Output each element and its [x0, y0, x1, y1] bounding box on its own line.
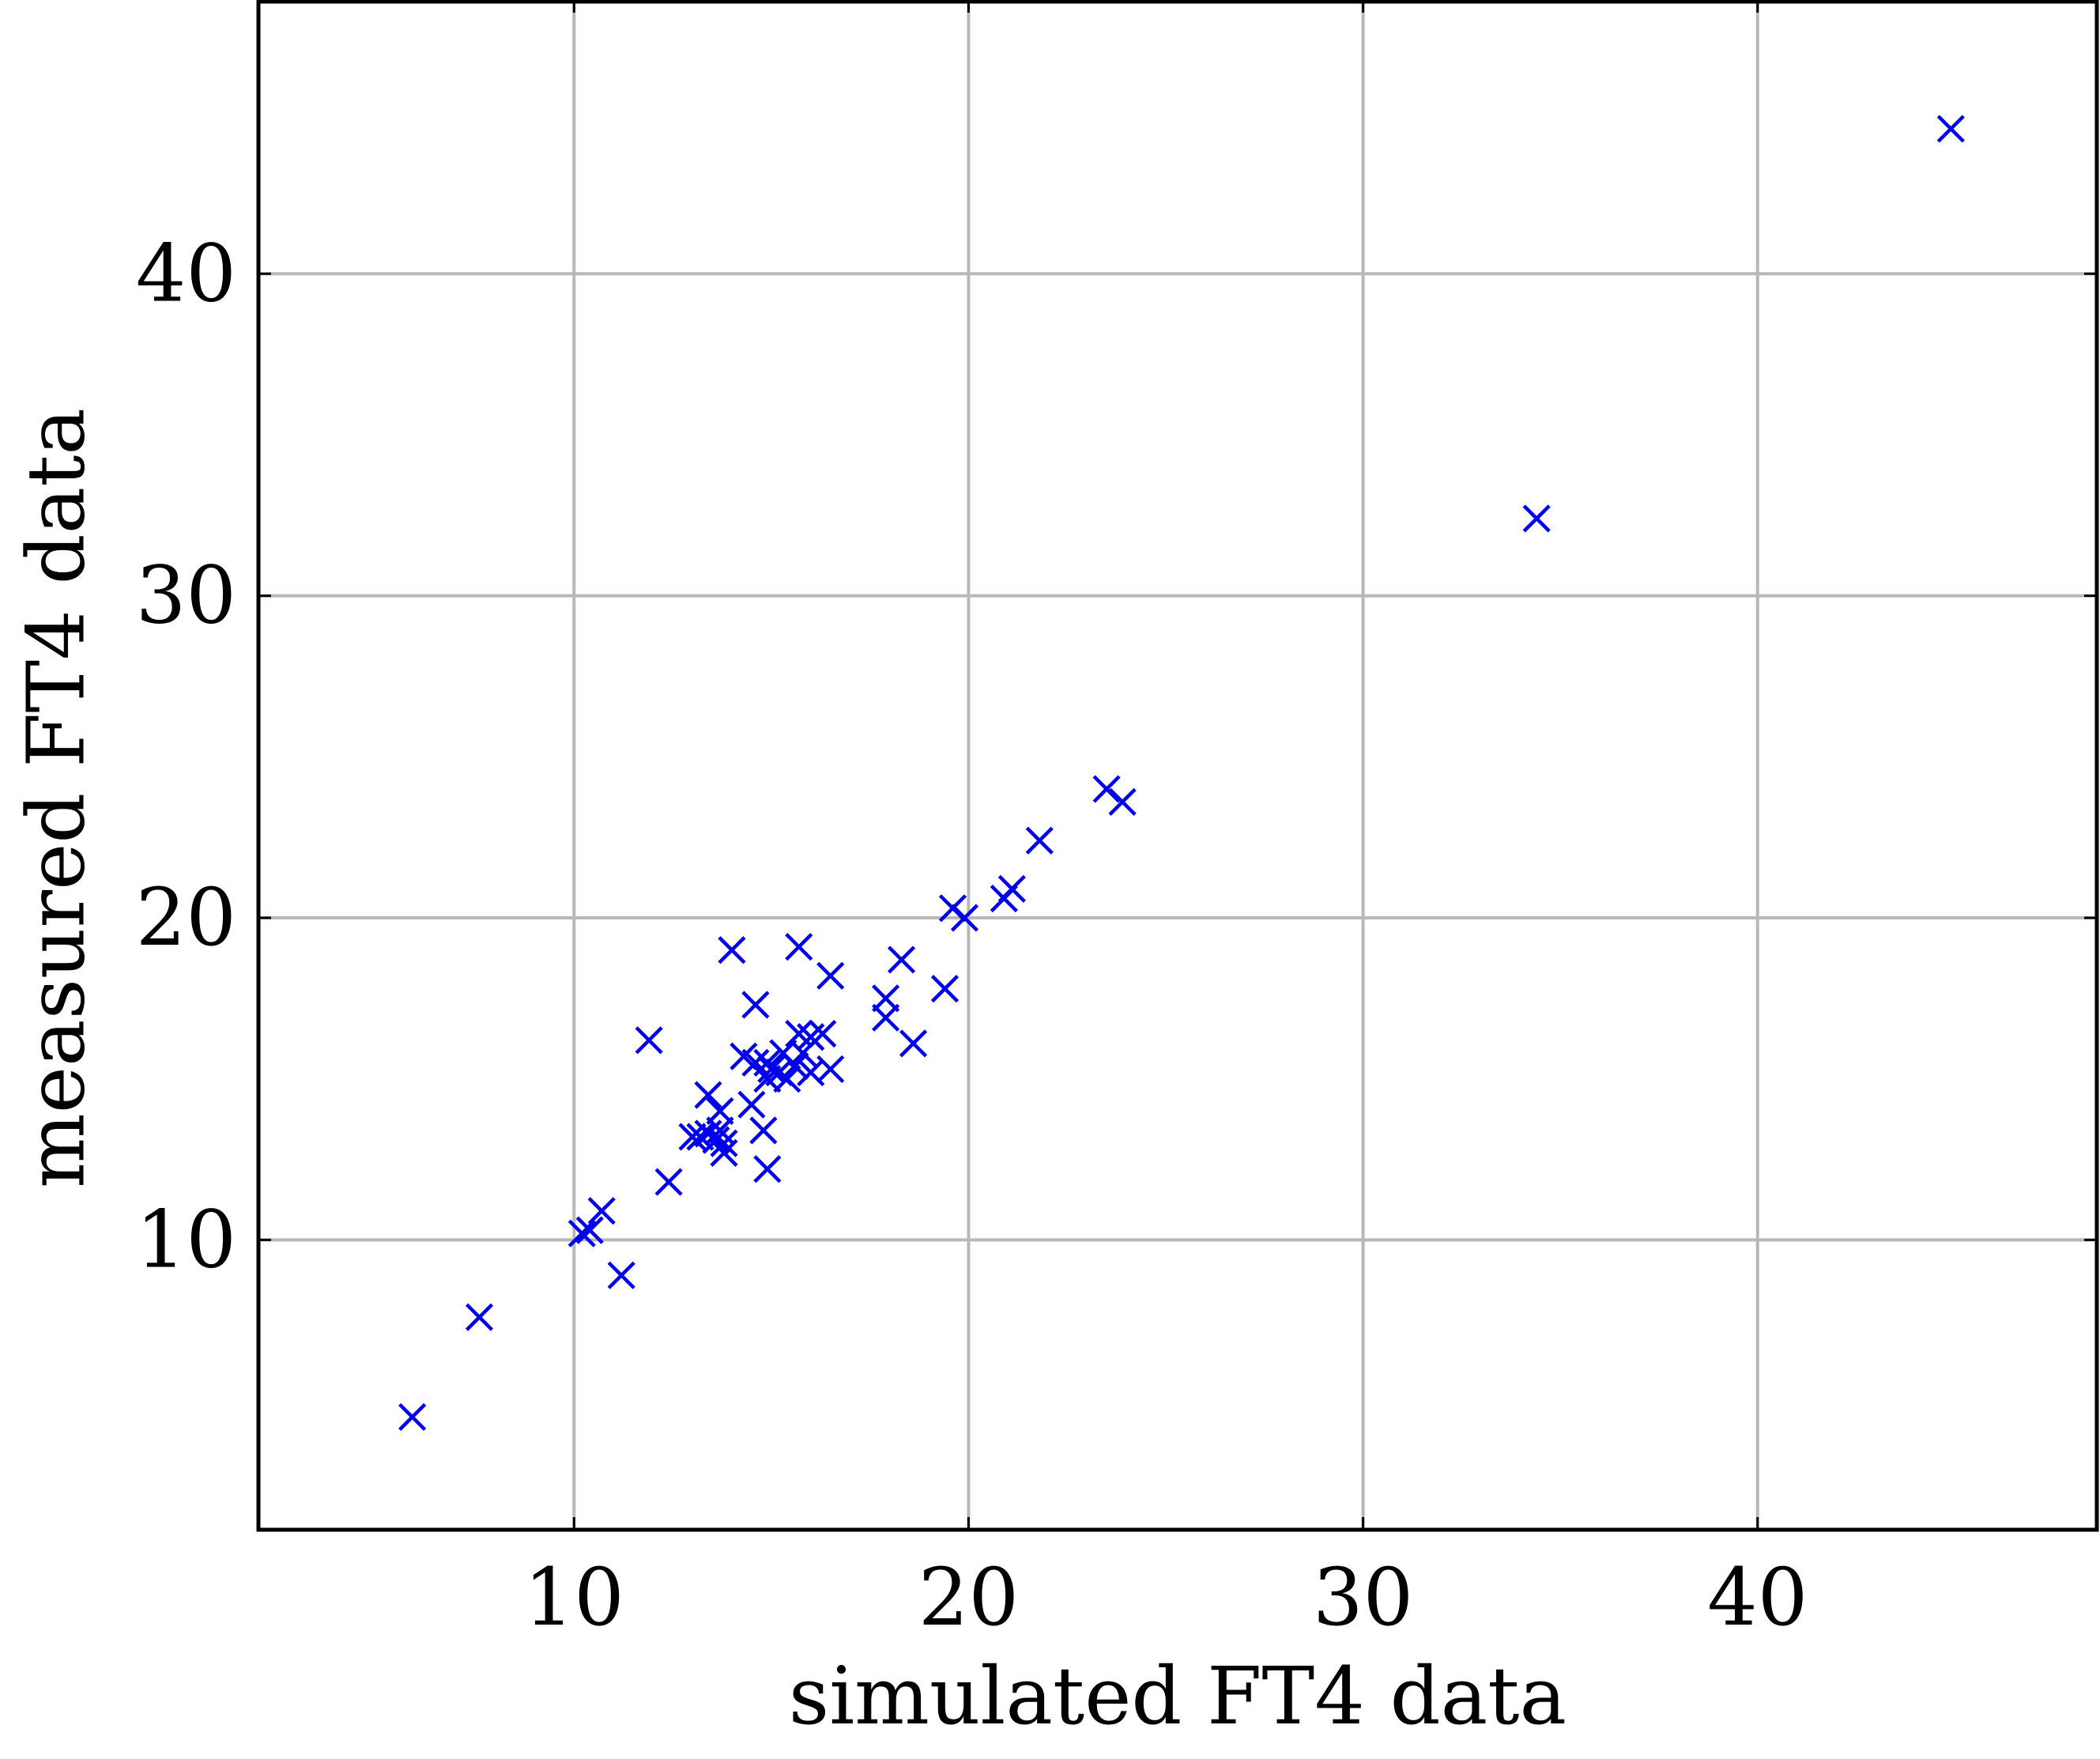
data-point	[781, 1051, 809, 1080]
data-point	[694, 1081, 722, 1109]
data-point-stroke	[816, 961, 845, 990]
data-point-stroke	[741, 1048, 770, 1077]
data-point	[635, 1026, 663, 1055]
tick-marks	[258, 0, 2097, 1530]
x-tick-label-40: 40	[1707, 1551, 1808, 1644]
x-axis-label: simulated FT4 data	[789, 1650, 1567, 1742]
data-point-stroke	[1936, 115, 1965, 143]
data-point	[737, 1090, 766, 1119]
data-point-stroke	[710, 1138, 738, 1167]
data-point	[816, 1055, 845, 1084]
data-point-stroke	[899, 1029, 928, 1058]
plot-frame	[256, 0, 2099, 1532]
x-tick-label-20: 20	[918, 1551, 1019, 1644]
data-point-stroke	[753, 1155, 782, 1183]
x-tick-labels: 10 20 30 40	[524, 1551, 1808, 1644]
data-markers	[398, 115, 1965, 1432]
data-point	[587, 1197, 616, 1225]
data-point-stroke	[809, 1020, 837, 1048]
y-axis-label: measured FT4 data	[10, 408, 103, 1188]
data-point-stroke	[816, 1055, 845, 1084]
data-point-stroke	[1092, 775, 1121, 803]
data-point-stroke	[567, 1219, 596, 1248]
data-point	[710, 1129, 738, 1157]
y-tick-labels: 10 20 30 40	[136, 227, 236, 1285]
data-point-stroke	[781, 1051, 809, 1080]
data-point	[706, 1097, 734, 1126]
data-point-stroke	[797, 1058, 825, 1087]
data-point-stroke	[785, 933, 813, 961]
data-point-stroke	[737, 1090, 766, 1119]
data-point	[741, 991, 770, 1019]
y-tick-label-10: 10	[136, 1193, 236, 1285]
data-point	[567, 1219, 596, 1248]
data-point	[575, 1216, 604, 1244]
data-point-stroke	[757, 1055, 786, 1084]
data-point-stroke	[718, 936, 746, 964]
data-point-stroke	[1522, 504, 1551, 533]
data-point	[899, 1029, 928, 1058]
data-point-stroke	[607, 1261, 635, 1289]
data-point	[1936, 115, 1965, 143]
y-tick-label-30: 30	[136, 549, 236, 642]
data-point	[465, 1303, 494, 1331]
data-point	[749, 1116, 778, 1145]
data-point	[654, 1168, 683, 1196]
data-point-stroke	[706, 1097, 734, 1126]
data-point	[1025, 826, 1054, 855]
data-point-stroke	[654, 1168, 683, 1196]
data-point-stroke	[686, 1123, 714, 1151]
data-point-stroke	[635, 1026, 663, 1055]
data-point-stroke	[741, 991, 770, 1019]
data-point-stroke	[1108, 787, 1137, 816]
data-point	[997, 874, 1026, 903]
data-point	[398, 1402, 427, 1432]
data-point	[607, 1261, 635, 1289]
data-point-stroke	[872, 984, 900, 1013]
data-point-stroke	[930, 975, 960, 1003]
data-point-stroke	[398, 1402, 427, 1432]
data-point	[741, 1048, 770, 1077]
data-point	[1092, 775, 1121, 803]
data-point-stroke	[997, 874, 1026, 903]
data-point-stroke	[773, 1065, 801, 1093]
data-point-stroke	[1025, 826, 1054, 855]
data-point-stroke	[888, 946, 916, 974]
data-point	[950, 904, 979, 932]
data-point-stroke	[950, 904, 979, 932]
data-point-stroke	[587, 1197, 616, 1225]
data-point	[702, 1126, 730, 1154]
x-tick-label-10: 10	[524, 1551, 624, 1644]
data-point-stroke	[694, 1081, 722, 1109]
data-point-stroke	[749, 1116, 778, 1145]
data-point-stroke	[730, 1042, 758, 1070]
data-point-stroke	[710, 1129, 738, 1157]
grid-lines	[258, 0, 2097, 1530]
data-point	[930, 975, 960, 1003]
data-point-stroke	[702, 1126, 730, 1154]
data-point	[1522, 504, 1551, 533]
data-point	[718, 936, 746, 964]
y-tick-label-40: 40	[136, 227, 236, 319]
data-point	[1108, 787, 1137, 816]
data-point	[872, 984, 900, 1013]
x-tick-label-30: 30	[1313, 1551, 1413, 1644]
data-point	[785, 933, 813, 961]
data-point	[753, 1155, 782, 1183]
data-point-stroke	[575, 1216, 604, 1244]
data-point	[809, 1020, 837, 1048]
data-point-stroke	[465, 1303, 494, 1331]
y-tick-label-20: 20	[136, 871, 236, 964]
data-point	[888, 946, 916, 974]
data-point	[757, 1055, 786, 1084]
data-point	[710, 1138, 738, 1167]
data-point	[816, 961, 845, 990]
data-point	[773, 1065, 801, 1093]
